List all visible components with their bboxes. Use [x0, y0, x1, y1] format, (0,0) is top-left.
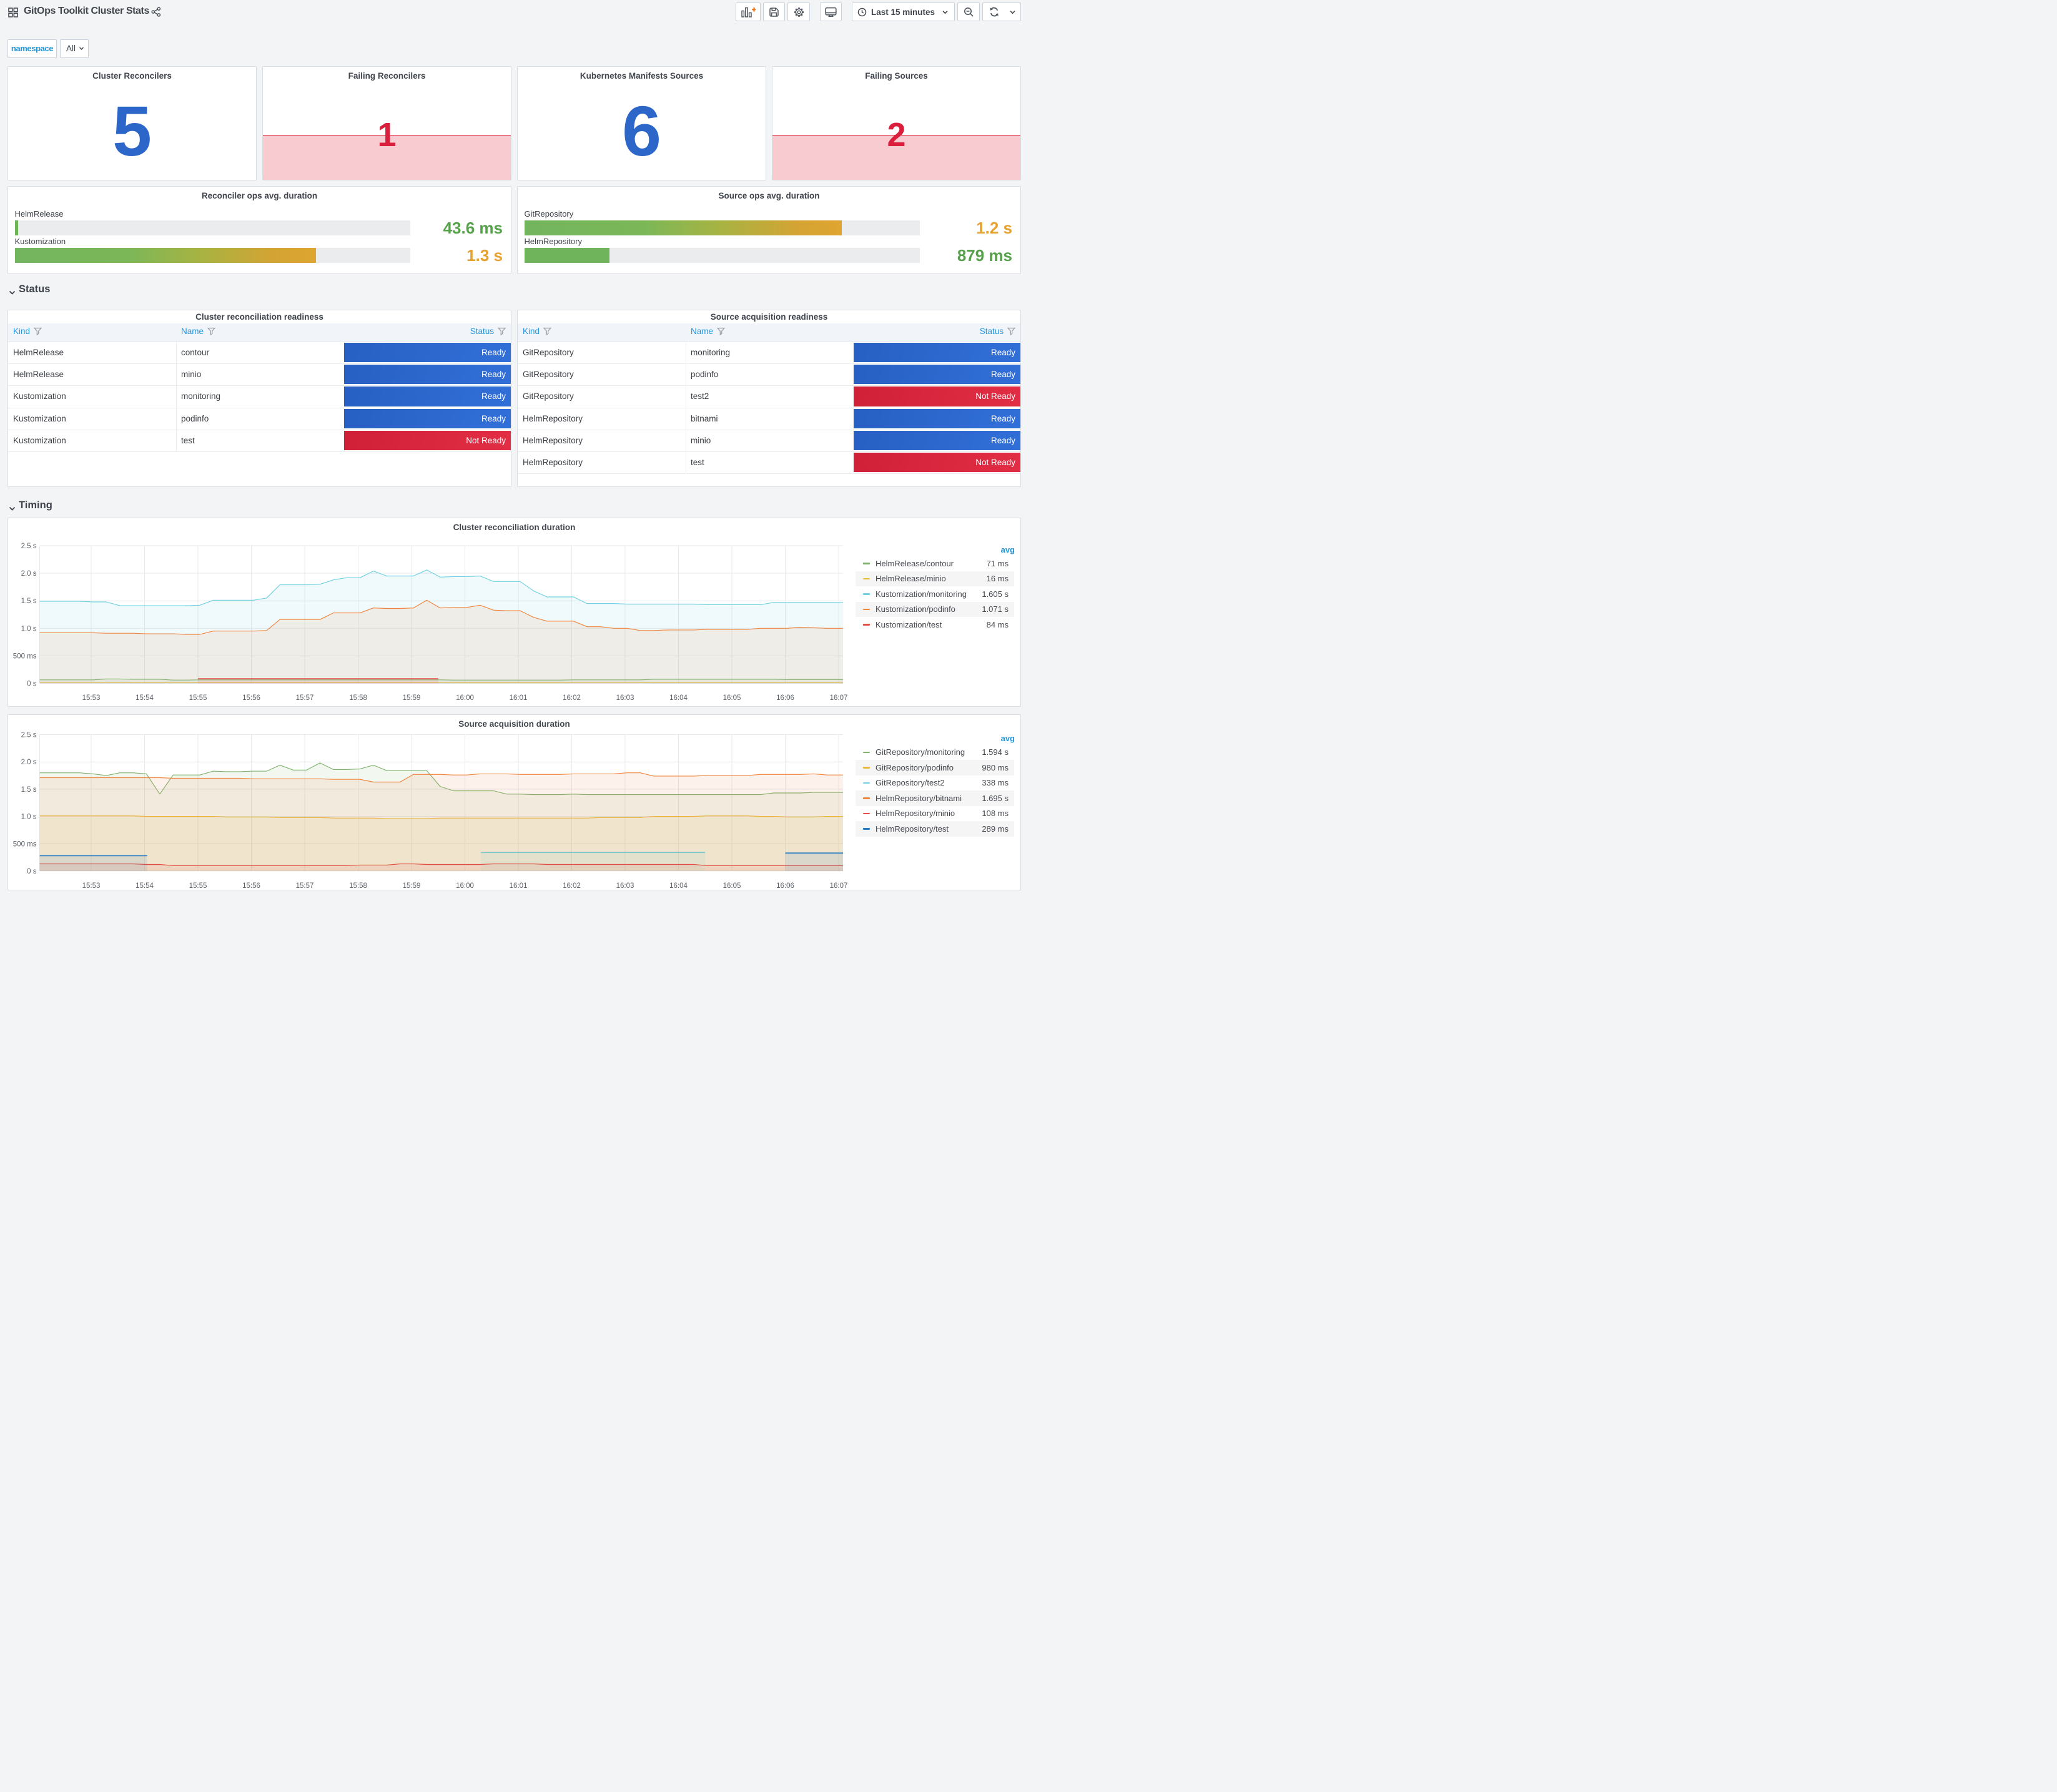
svg-text:16:05: 16:05 [723, 882, 741, 890]
svg-text:1.0 s: 1.0 s [21, 625, 37, 633]
svg-text:16:01: 16:01 [510, 694, 528, 702]
svg-text:16:07: 16:07 [830, 882, 848, 890]
svg-text:2.0 s: 2.0 s [21, 570, 37, 578]
svg-text:16:02: 16:02 [563, 694, 581, 702]
svg-text:0 s: 0 s [27, 868, 37, 875]
svg-text:500 ms: 500 ms [13, 652, 37, 660]
svg-text:16:06: 16:06 [776, 694, 794, 702]
svg-text:16:04: 16:04 [669, 694, 688, 702]
svg-text:1.5 s: 1.5 s [21, 786, 37, 794]
svg-text:15:59: 15:59 [403, 882, 421, 890]
svg-text:15:59: 15:59 [403, 694, 421, 702]
svg-text:16:02: 16:02 [563, 882, 581, 890]
svg-text:15:55: 15:55 [189, 882, 207, 890]
svg-text:15:58: 15:58 [349, 694, 367, 702]
svg-text:15:56: 15:56 [242, 882, 260, 890]
svg-text:16:06: 16:06 [776, 882, 794, 890]
svg-text:15:58: 15:58 [349, 882, 367, 890]
svg-text:16:07: 16:07 [830, 694, 848, 702]
svg-text:16:03: 16:03 [616, 882, 634, 890]
svg-text:16:00: 16:00 [456, 694, 474, 702]
svg-text:15:54: 15:54 [136, 882, 154, 890]
svg-text:1.5 s: 1.5 s [21, 598, 37, 605]
svg-text:15:55: 15:55 [189, 694, 207, 702]
svg-text:16:00: 16:00 [456, 882, 474, 890]
svg-text:2.5 s: 2.5 s [21, 543, 37, 550]
svg-text:16:01: 16:01 [510, 882, 528, 890]
svg-text:15:56: 15:56 [242, 694, 260, 702]
svg-text:1.0 s: 1.0 s [21, 814, 37, 821]
svg-text:16:04: 16:04 [669, 882, 688, 890]
svg-text:15:53: 15:53 [82, 694, 101, 702]
svg-text:2.5 s: 2.5 s [21, 732, 37, 739]
svg-text:15:57: 15:57 [296, 882, 314, 890]
svg-text:15:54: 15:54 [136, 694, 154, 702]
svg-text:15:57: 15:57 [296, 694, 314, 702]
svg-text:2.0 s: 2.0 s [21, 759, 37, 766]
svg-text:16:03: 16:03 [616, 694, 634, 702]
svg-text:500 ms: 500 ms [13, 840, 37, 848]
svg-text:0 s: 0 s [27, 681, 37, 688]
svg-text:15:53: 15:53 [82, 882, 101, 890]
svg-text:16:05: 16:05 [723, 694, 741, 702]
